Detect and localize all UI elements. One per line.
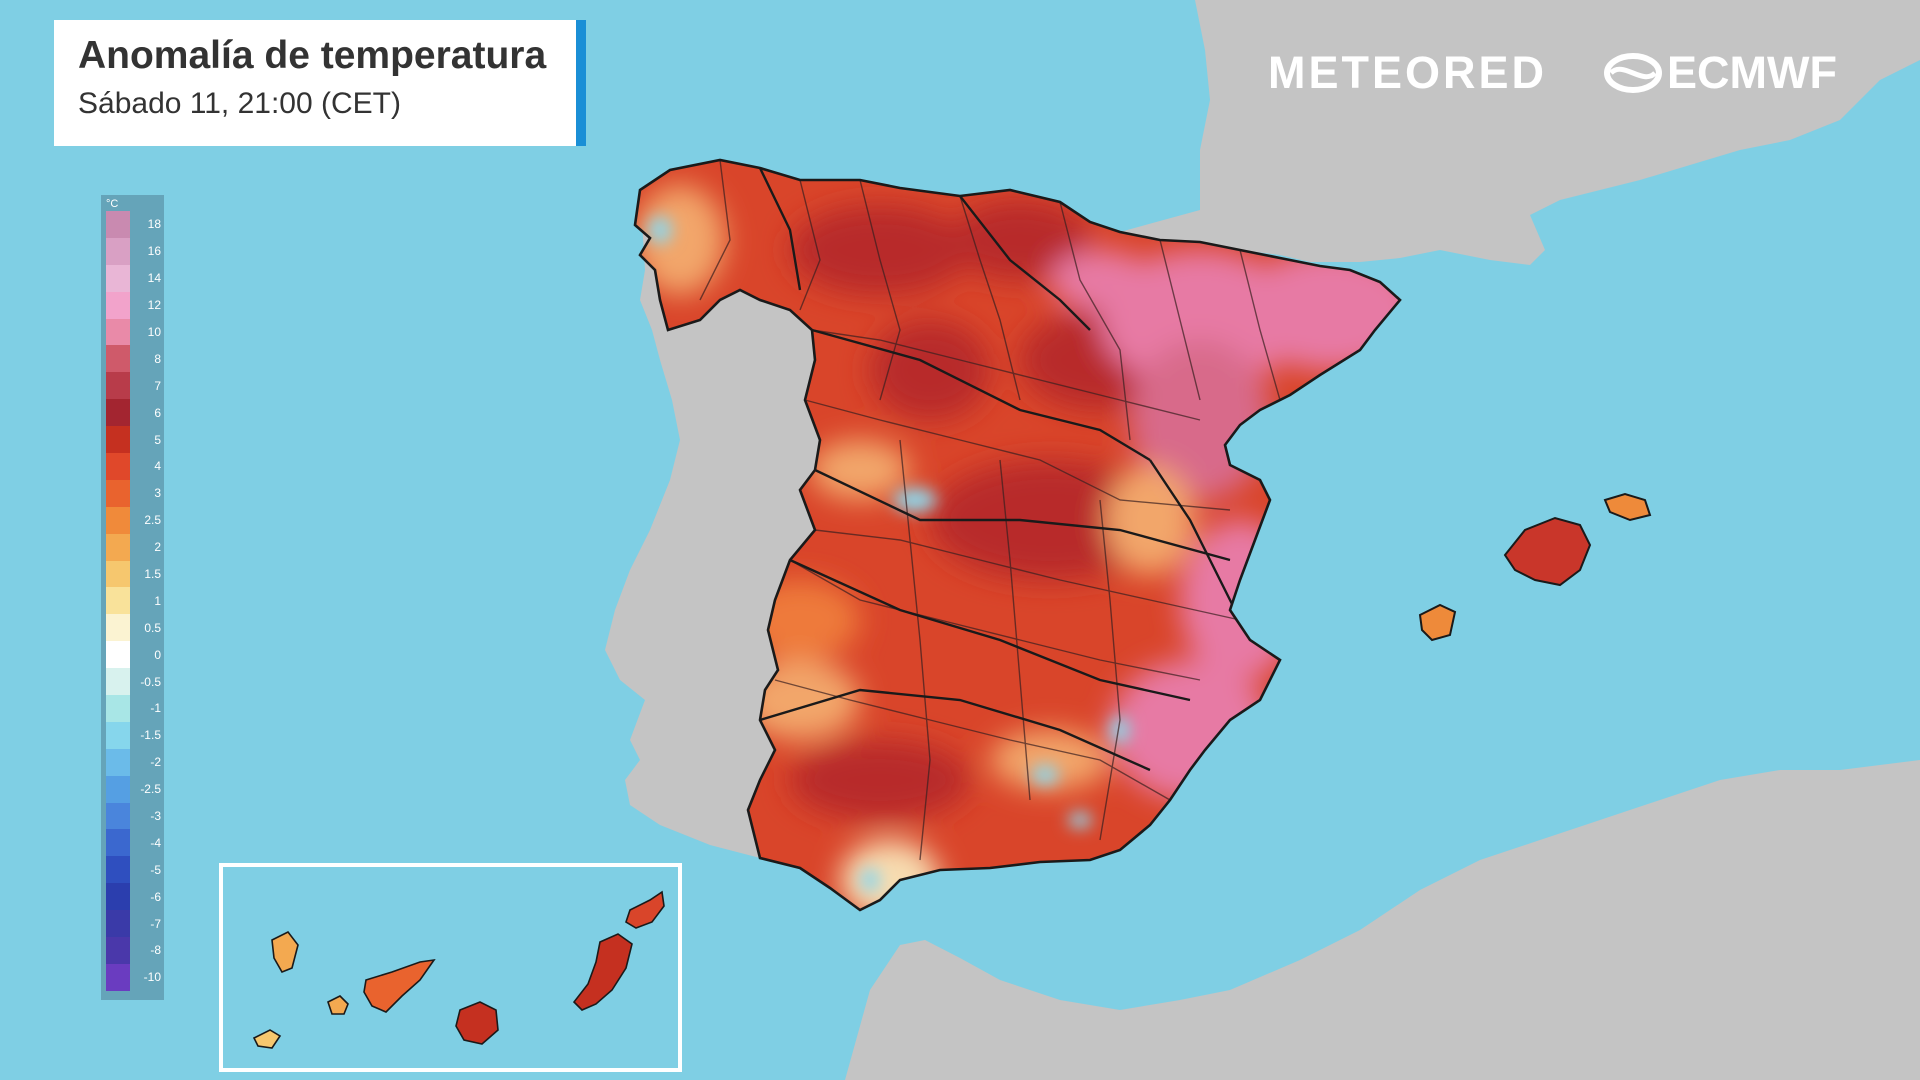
balearic-islands <box>1418 492 1652 642</box>
legend-swatch <box>106 291 130 319</box>
canary-islands <box>252 890 665 1049</box>
ibiza <box>1418 603 1457 642</box>
legend-swatch <box>106 856 130 884</box>
legend-tick-label: 4 <box>154 459 161 474</box>
legend-swatch <box>106 211 130 238</box>
region-borders <box>758 167 1252 772</box>
color-legend: °C 18 16 14 12 10 8 7 6 5 4 3 2.5 2 1.5 1 0.5 0 -0.5 -1 -1.… <box>101 195 164 1000</box>
ecmwf-swirl-icon <box>1604 53 1662 93</box>
land-masses <box>605 0 1920 1080</box>
legend-tick-label: 2 <box>154 540 161 555</box>
legend-swatch <box>106 748 130 776</box>
legend-swatch <box>106 479 130 507</box>
iberia-coastline <box>633 158 1402 912</box>
legend-tick-label: -8 <box>150 943 161 958</box>
legend-swatch <box>106 829 130 857</box>
legend-swatch <box>106 910 130 938</box>
la-palma <box>271 930 299 974</box>
legend-swatch <box>106 533 130 561</box>
legend-swatch <box>106 345 130 373</box>
legend-color-bar <box>106 211 130 991</box>
legend-tick-label: 7 <box>154 378 161 393</box>
legend-tick-label: -0.5 <box>140 674 161 689</box>
legend-swatch <box>106 695 130 722</box>
legend-swatch <box>106 453 130 480</box>
legend-swatch <box>106 264 130 292</box>
legend-tick-label: 0 <box>154 647 161 662</box>
legend-swatch <box>106 318 130 346</box>
legend-tick-label: -6 <box>150 889 161 904</box>
legend-tick-label: 16 <box>147 244 161 259</box>
tenerife <box>363 958 436 1013</box>
legend-tick-label: 6 <box>154 405 161 420</box>
legend-swatch <box>106 937 130 964</box>
province-borders <box>699 160 1281 861</box>
gran-canaria <box>455 1001 499 1045</box>
title-box: Anomalía de temperatura Sábado 11, 21:00… <box>54 20 586 146</box>
ecmwf-text: ECMWF <box>1667 47 1837 98</box>
legend-swatch <box>106 883 130 911</box>
map-subtitle: Sábado 11, 21:00 (CET) <box>78 86 401 120</box>
legend-tick-label: -10 <box>143 970 161 985</box>
legend-tick-label: 0.5 <box>144 620 161 635</box>
legend-tick-label: 2.5 <box>144 513 161 528</box>
fuerteventura <box>572 933 633 1011</box>
legend-tick-label: -5 <box>150 862 161 877</box>
legend-swatch <box>106 614 130 642</box>
legend-tick-label: 12 <box>147 298 161 313</box>
legend-swatch <box>106 506 130 534</box>
legend-tick-label: 3 <box>154 486 161 501</box>
legend-tick-label: 8 <box>154 351 161 366</box>
meteored-logo: METEORED <box>1268 47 1548 98</box>
legend-swatch <box>106 237 130 265</box>
legend-tick-label: -2 <box>150 755 161 770</box>
legend-tick-label: -1 <box>150 701 161 716</box>
legend-ticks: 18 16 14 12 10 8 7 6 5 4 3 2.5 2 1.5 1 0.5 0 -0.5 -1 -1.5 -2… <box>131 211 163 991</box>
legend-tick-label: 5 <box>154 432 161 447</box>
legend-swatch <box>106 721 130 749</box>
legend-tick-label: -2.5 <box>140 782 161 797</box>
legend-tick-label: -7 <box>150 916 161 931</box>
la-gomera <box>327 995 349 1015</box>
map-title: Anomalía de temperatura <box>78 34 547 77</box>
legend-tick-label: 14 <box>147 271 161 286</box>
legend-swatch <box>106 641 130 669</box>
mallorca <box>1503 516 1592 587</box>
legend-swatch <box>106 426 130 454</box>
legend-swatch <box>106 587 130 615</box>
canary-islands-inset <box>219 863 682 1072</box>
legend-tick-label: 1 <box>154 593 161 608</box>
lanzarote <box>625 890 665 929</box>
legend-tick-label: 10 <box>147 325 161 339</box>
legend-swatch <box>106 560 130 588</box>
legend-swatch <box>106 802 130 830</box>
legend-tick-label: -3 <box>150 809 161 824</box>
legend-unit: °C <box>106 198 119 210</box>
legend-swatch <box>106 963 130 991</box>
menorca <box>1603 492 1652 522</box>
ecmwf-logo: ECMWF <box>1603 48 1837 98</box>
legend-tick-label: 18 <box>147 217 161 232</box>
legend-swatch <box>106 668 130 696</box>
cool-spots <box>648 216 1130 892</box>
legend-swatch <box>106 399 130 427</box>
legend-tick-label: -1.5 <box>140 728 161 743</box>
el-hierro <box>252 1029 282 1049</box>
legend-tick-label: 1.5 <box>144 567 161 582</box>
legend-swatch <box>106 775 130 803</box>
legend-tick-label: -4 <box>150 835 161 850</box>
legend-swatch <box>106 372 130 400</box>
